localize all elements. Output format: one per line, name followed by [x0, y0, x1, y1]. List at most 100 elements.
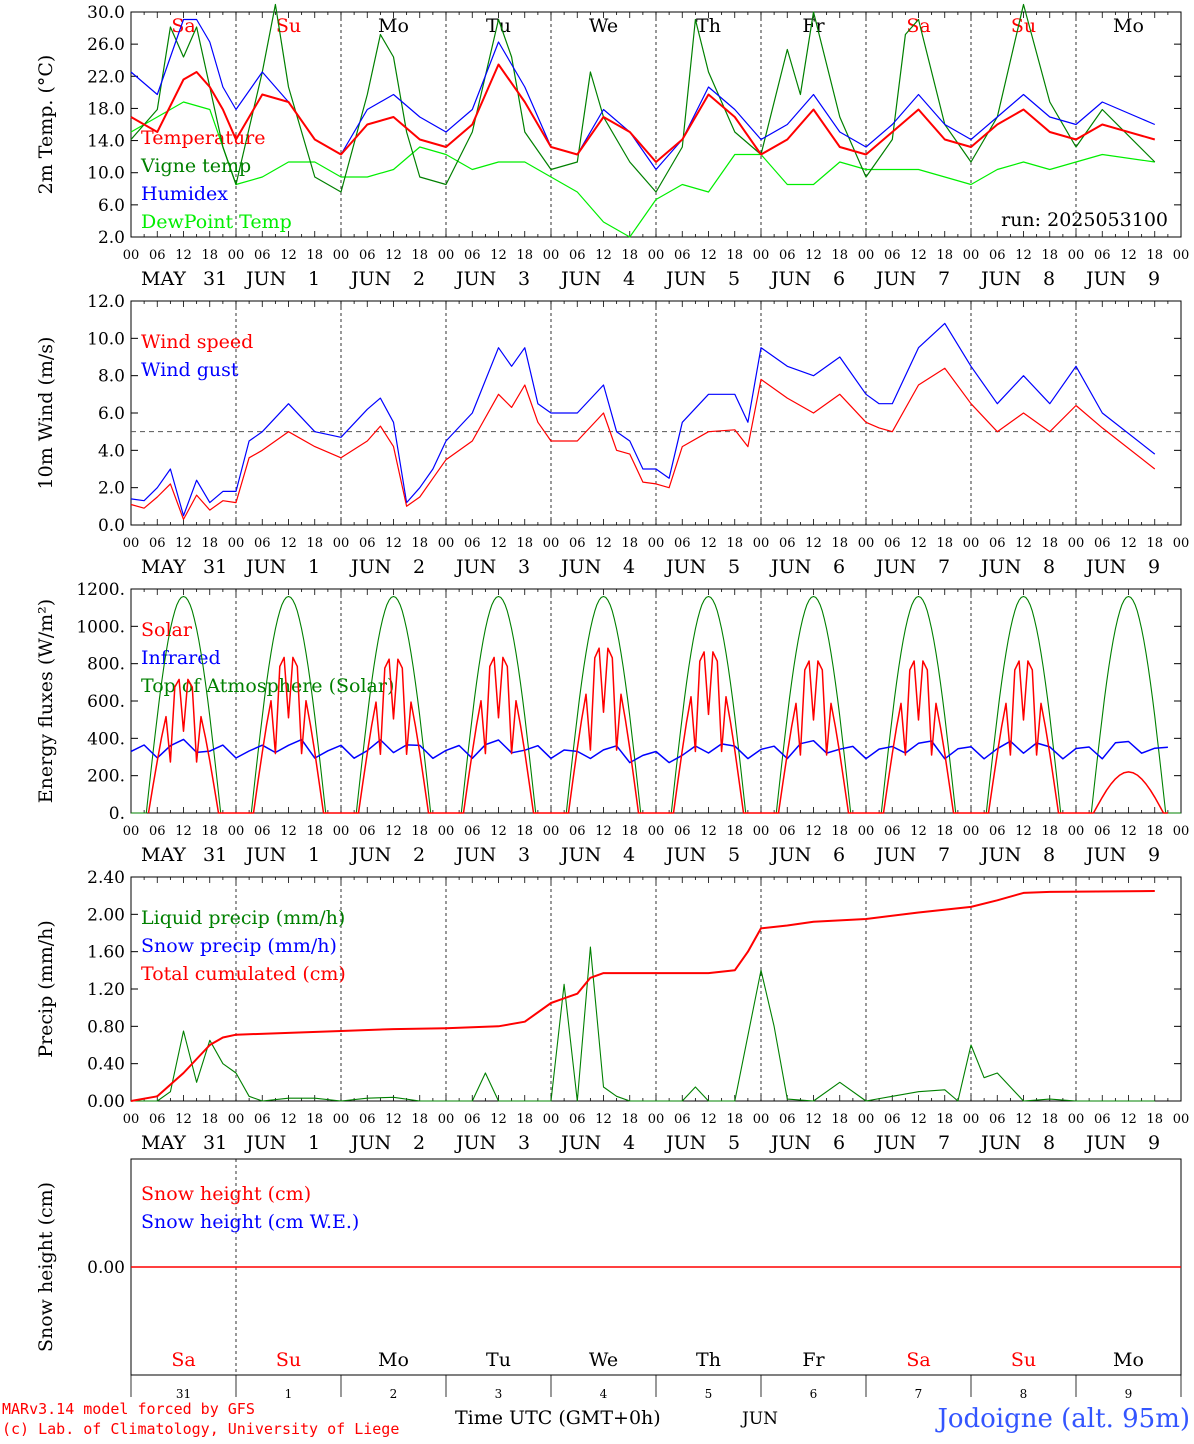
hour-tick-label: 00: [1068, 536, 1085, 551]
y-tick-label: 10.0: [87, 329, 125, 349]
hour-tick-label: 12: [385, 824, 402, 839]
date-month-label: JUN: [979, 556, 1021, 578]
y-tick-label: 0.0: [98, 516, 125, 536]
date-day-label: 5: [728, 268, 740, 290]
date-day-label: 2: [413, 1132, 425, 1154]
hour-tick-label: 00: [333, 536, 350, 551]
hour-tick-label: 00: [228, 1112, 245, 1127]
hour-tick-label: 00: [228, 248, 245, 263]
date-month-label: JUN: [349, 268, 391, 290]
hour-tick-label: 12: [490, 248, 507, 263]
hour-tick-label: 18: [306, 824, 323, 839]
date-month-label: JUN: [349, 1132, 391, 1154]
legend-entry: Vigne temp: [140, 155, 251, 177]
weekday-label: Tu: [486, 15, 511, 37]
weekday-label: Sa: [171, 1349, 195, 1371]
hour-tick-label: 12: [700, 536, 717, 551]
date-month-label: MAY: [141, 1132, 186, 1154]
date-day-label: 8: [1043, 1132, 1055, 1154]
hour-tick-label: 00: [1068, 824, 1085, 839]
y-tick-label: 2.0: [98, 479, 125, 499]
hour-tick-label: 18: [201, 1112, 218, 1127]
hour-tick-label: 06: [989, 248, 1006, 263]
date-day-label: 7: [938, 556, 950, 578]
y-tick-label: 26.0: [87, 35, 125, 55]
hour-tick-label: 00: [648, 536, 665, 551]
hour-tick-label: 00: [753, 824, 770, 839]
date-day-label: 4: [623, 556, 635, 578]
weekday-label: Mo: [1113, 15, 1144, 37]
hour-tick-label: 00: [228, 824, 245, 839]
hour-tick-label: 18: [1146, 1112, 1163, 1127]
hour-tick-label: 06: [674, 1112, 691, 1127]
hour-tick-label: 12: [280, 824, 297, 839]
hour-tick-label: 00: [963, 824, 980, 839]
hour-tick-label: 18: [831, 824, 848, 839]
y-tick-label: 12.0: [87, 292, 125, 312]
date-day-label: 5: [728, 1132, 740, 1154]
hour-tick-label: 06: [569, 824, 586, 839]
hour-tick-label: 12: [490, 1112, 507, 1127]
date-month-label: JUN: [664, 556, 706, 578]
y-tick-label: 6.0: [98, 196, 125, 216]
hour-tick-label: 12: [1120, 1112, 1137, 1127]
date-day-label: 8: [1043, 556, 1055, 578]
date-day-label: 4: [623, 268, 635, 290]
hour-tick-label: 06: [149, 1112, 166, 1127]
hour-tick-label: 00: [123, 1112, 140, 1127]
y-axis-label: Snow height (cm): [35, 1182, 57, 1352]
weekday-label: Sa: [906, 1349, 930, 1371]
y-tick-label: 600.: [87, 692, 125, 712]
hour-tick-label: 00: [963, 248, 980, 263]
hour-tick-label: 12: [595, 824, 612, 839]
date-day-label: 9: [1148, 844, 1160, 866]
hour-tick-label: 12: [175, 248, 192, 263]
date-day-label: 6: [833, 556, 845, 578]
date-day-label: 31: [203, 1132, 227, 1154]
hour-tick-label: 12: [595, 248, 612, 263]
date-month-label: JUN: [769, 556, 811, 578]
hour-tick-label: 18: [621, 536, 638, 551]
legend-entry: Snow precip (mm/h): [141, 935, 337, 957]
hour-tick-label: 18: [411, 536, 428, 551]
hour-tick-label: 12: [490, 824, 507, 839]
hour-tick-label: 00: [333, 248, 350, 263]
y-tick-label: 18.0: [87, 99, 125, 119]
legend-entry: DewPoint Temp: [141, 211, 292, 233]
hour-tick-label: 12: [700, 824, 717, 839]
hour-tick-label: 00: [963, 536, 980, 551]
date-month-label: JUN: [454, 1132, 496, 1154]
run-label: run: 2025053100: [1001, 209, 1168, 231]
hour-tick-label: 18: [306, 248, 323, 263]
date-month-label: JUN: [559, 556, 601, 578]
bottom-day-number: 3: [495, 1387, 503, 1401]
date-month-label: JUN: [769, 844, 811, 866]
bottom-day-number: 7: [915, 1387, 923, 1401]
date-day-label: 9: [1148, 268, 1160, 290]
date-month-label: JUN: [1084, 1132, 1126, 1154]
date-month-label: JUN: [244, 556, 286, 578]
hour-tick-label: 18: [936, 248, 953, 263]
date-month-label: JUN: [244, 1132, 286, 1154]
hour-tick-label: 00: [438, 248, 455, 263]
hour-tick-label: 06: [884, 824, 901, 839]
hour-tick-label: 00: [753, 1112, 770, 1127]
y-tick-label: 1.20: [87, 980, 125, 1000]
hour-tick-label: 12: [280, 248, 297, 263]
hour-tick-label: 06: [149, 824, 166, 839]
hour-tick-label: 00: [753, 536, 770, 551]
hour-tick-label: 06: [1094, 536, 1111, 551]
legend-entry: Wind speed: [141, 331, 253, 353]
panel-frame: [130, 588, 1182, 814]
date-day-label: 3: [518, 844, 530, 866]
y-tick-label: 2.0: [98, 228, 125, 248]
hour-tick-label: 06: [779, 824, 796, 839]
y-tick-label: 1000.: [76, 617, 125, 637]
hour-tick-label: 18: [411, 824, 428, 839]
bottom-day-number: 6: [810, 1387, 818, 1401]
date-month-label: JUN: [559, 1132, 601, 1154]
y-tick-label: 2.00: [87, 905, 125, 925]
hour-tick-label: 18: [201, 248, 218, 263]
bottom-day-number: 5: [705, 1387, 713, 1401]
